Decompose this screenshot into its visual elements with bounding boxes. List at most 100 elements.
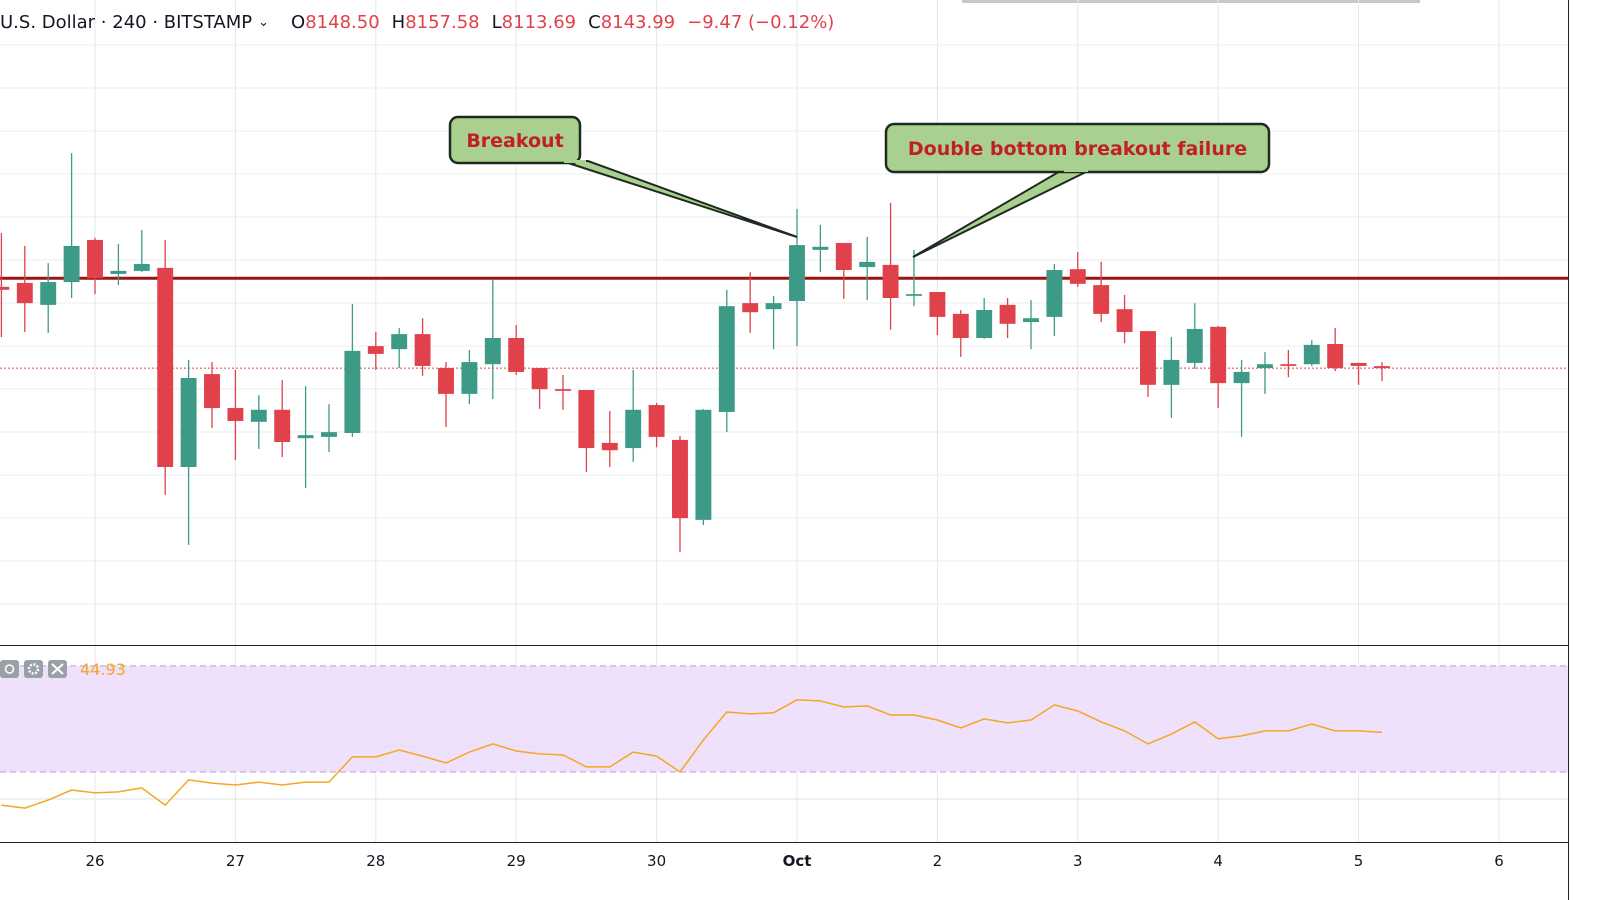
ohlc-value: 8148.50 — [305, 12, 380, 33]
legend-header: U.S. Dollar · 240 · BITSTAMP ⌄ O 8148.50 … — [0, 12, 834, 33]
toolbar-shadow — [962, 0, 1420, 3]
ohlc-value: 8143.99 — [600, 12, 676, 33]
candle-body — [718, 306, 735, 412]
candle-body — [1233, 371, 1250, 384]
candle-body — [321, 432, 337, 437]
rsi-line — [1, 699, 1383, 809]
candle-body — [1327, 344, 1344, 369]
candle-body — [1023, 318, 1039, 323]
candle-body — [40, 282, 57, 305]
candle-body — [789, 245, 805, 301]
candle-body — [742, 303, 759, 313]
annotation-text: Double bottom breakout failure — [908, 138, 1247, 160]
callout-tail — [912, 169, 1091, 258]
candle-body — [1303, 344, 1320, 365]
candle-body — [227, 408, 244, 421]
candle-body — [204, 374, 220, 409]
candle-body — [929, 291, 946, 317]
candle-body — [16, 282, 33, 304]
rsi-band — [0, 665, 1568, 772]
candle-body — [531, 368, 548, 390]
close-icon — [51, 663, 64, 675]
candle-body — [882, 264, 899, 298]
candle-body — [812, 246, 829, 250]
rsi-value: 44.93 — [80, 660, 126, 679]
ohlc-value: 8113.69 — [501, 12, 577, 33]
x-tick-label: Oct — [783, 852, 812, 870]
x-tick-label: 4 — [1213, 852, 1223, 870]
candle-body — [648, 405, 665, 437]
change: −9.47 (−0.12%) — [687, 12, 835, 33]
candle-body — [765, 303, 782, 310]
candle-body — [1210, 326, 1227, 384]
x-tick-label: 5 — [1354, 852, 1364, 870]
candle-body — [672, 439, 688, 519]
ohlc-key: C — [588, 12, 601, 33]
candle-body — [157, 267, 174, 467]
candle-body — [1374, 366, 1390, 369]
candle-body — [133, 264, 150, 271]
x-tick-label: 30 — [647, 852, 666, 870]
x-tick-label: 27 — [226, 852, 245, 870]
candle-body — [87, 239, 103, 279]
x-tick-label: 28 — [366, 852, 385, 870]
candle-body — [976, 310, 993, 338]
eye-button[interactable] — [0, 660, 19, 678]
callout-tail-join — [1064, 169, 1088, 172]
candle-body — [578, 390, 595, 449]
candle-body — [1163, 359, 1180, 385]
candle-body — [601, 442, 618, 451]
callout-tail-join — [564, 160, 586, 163]
gear-icon — [27, 663, 40, 675]
candle-body — [484, 337, 501, 365]
ohlc-key: O — [291, 12, 306, 33]
candle-body — [695, 409, 712, 520]
candle-body — [438, 368, 454, 394]
candle-body — [250, 409, 267, 422]
candle-body — [1093, 285, 1110, 314]
candle-body — [367, 346, 384, 354]
candle-body — [1186, 328, 1203, 363]
candle-body — [999, 304, 1016, 324]
candle-body — [0, 286, 10, 290]
eye-icon — [4, 664, 15, 674]
x-tick-label: 2 — [933, 852, 943, 870]
candle-body — [1140, 331, 1156, 385]
callout-tail — [561, 160, 798, 238]
candle-body — [835, 242, 852, 271]
chevron-icon[interactable]: ⌄ — [258, 15, 270, 30]
ohlc-key: H — [391, 12, 406, 33]
candle-body — [391, 334, 408, 350]
candle-body — [1069, 269, 1086, 284]
candle-body — [906, 294, 922, 296]
candle-body — [461, 362, 478, 394]
annotation-text: Breakout — [466, 130, 563, 152]
settings-button[interactable] — [24, 660, 43, 678]
callout-box — [448, 115, 582, 165]
candle-body — [63, 245, 80, 283]
candle-body — [625, 409, 642, 449]
x-tick-label: 3 — [1073, 852, 1083, 870]
candle-body — [1257, 364, 1273, 369]
x-tick-label: 6 — [1494, 852, 1504, 870]
candle-body — [180, 377, 197, 467]
x-tick-label: 26 — [85, 852, 104, 870]
candle-body — [508, 337, 525, 372]
candle-body — [555, 389, 571, 391]
candle-body — [414, 334, 431, 366]
indicator-controls[interactable] — [0, 660, 67, 678]
candle-body — [1116, 309, 1133, 332]
ohlc-key: L — [491, 12, 502, 33]
candle-body — [110, 270, 127, 274]
candle-body — [952, 313, 969, 338]
candle-body — [297, 435, 314, 439]
symbol[interactable]: U.S. Dollar · 240 · BITSTAMP — [0, 12, 253, 33]
candle-body — [274, 409, 291, 443]
ohlc-value: 8157.58 — [405, 12, 480, 33]
candle-body — [344, 350, 361, 434]
x-tick-label: 29 — [507, 852, 526, 870]
candle-body — [1280, 364, 1297, 366]
candle-body — [1046, 270, 1063, 317]
